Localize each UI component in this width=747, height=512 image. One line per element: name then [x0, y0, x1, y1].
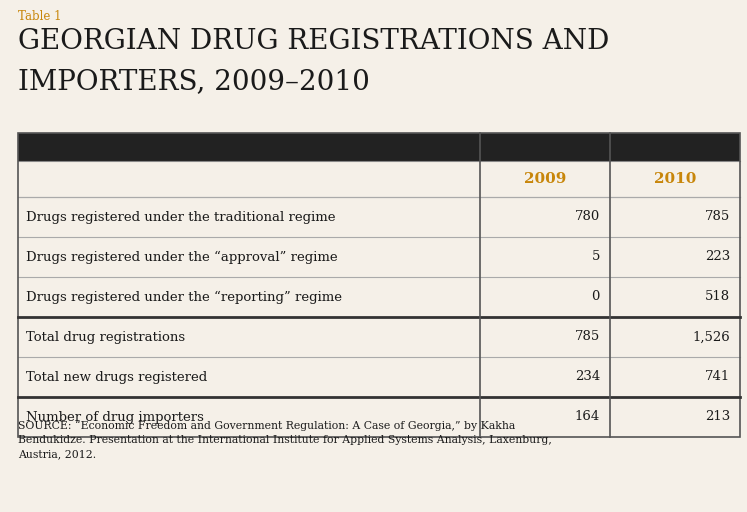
Bar: [18, 317, 740, 357]
Text: 164: 164: [574, 411, 600, 423]
Bar: [18, 357, 740, 397]
Text: 5: 5: [592, 250, 600, 264]
Bar: [18, 161, 740, 197]
Text: Table 1: Table 1: [18, 10, 61, 23]
Bar: [18, 133, 740, 437]
Bar: [18, 133, 740, 161]
Text: Drugs registered under the “approval” regime: Drugs registered under the “approval” re…: [26, 250, 338, 264]
Text: 741: 741: [704, 371, 730, 383]
Text: Drugs registered under the “reporting” regime: Drugs registered under the “reporting” r…: [26, 290, 342, 304]
Text: 2009: 2009: [524, 172, 566, 186]
Text: 1,526: 1,526: [692, 331, 730, 344]
Bar: [18, 277, 740, 317]
Text: Drugs registered under the traditional regime: Drugs registered under the traditional r…: [26, 210, 335, 224]
Text: GEORGIAN DRUG REGISTRATIONS AND: GEORGIAN DRUG REGISTRATIONS AND: [18, 28, 610, 55]
Text: IMPORTERS, 2009–2010: IMPORTERS, 2009–2010: [18, 68, 370, 95]
Text: 234: 234: [574, 371, 600, 383]
Text: 0: 0: [592, 290, 600, 304]
Text: SOURCE: “Economic Freedom and Government Regulation: A Case of Georgia,” by Kakh: SOURCE: “Economic Freedom and Government…: [18, 420, 552, 459]
Text: 780: 780: [574, 210, 600, 224]
Text: Total drug registrations: Total drug registrations: [26, 331, 185, 344]
Text: 213: 213: [704, 411, 730, 423]
Text: Number of drug importers: Number of drug importers: [26, 411, 204, 423]
Text: 223: 223: [704, 250, 730, 264]
Text: Total new drugs registered: Total new drugs registered: [26, 371, 207, 383]
Text: 518: 518: [705, 290, 730, 304]
Text: 2010: 2010: [654, 172, 696, 186]
Text: 785: 785: [704, 210, 730, 224]
Bar: [18, 237, 740, 277]
Bar: [18, 397, 740, 437]
Text: 785: 785: [574, 331, 600, 344]
Bar: [18, 197, 740, 237]
